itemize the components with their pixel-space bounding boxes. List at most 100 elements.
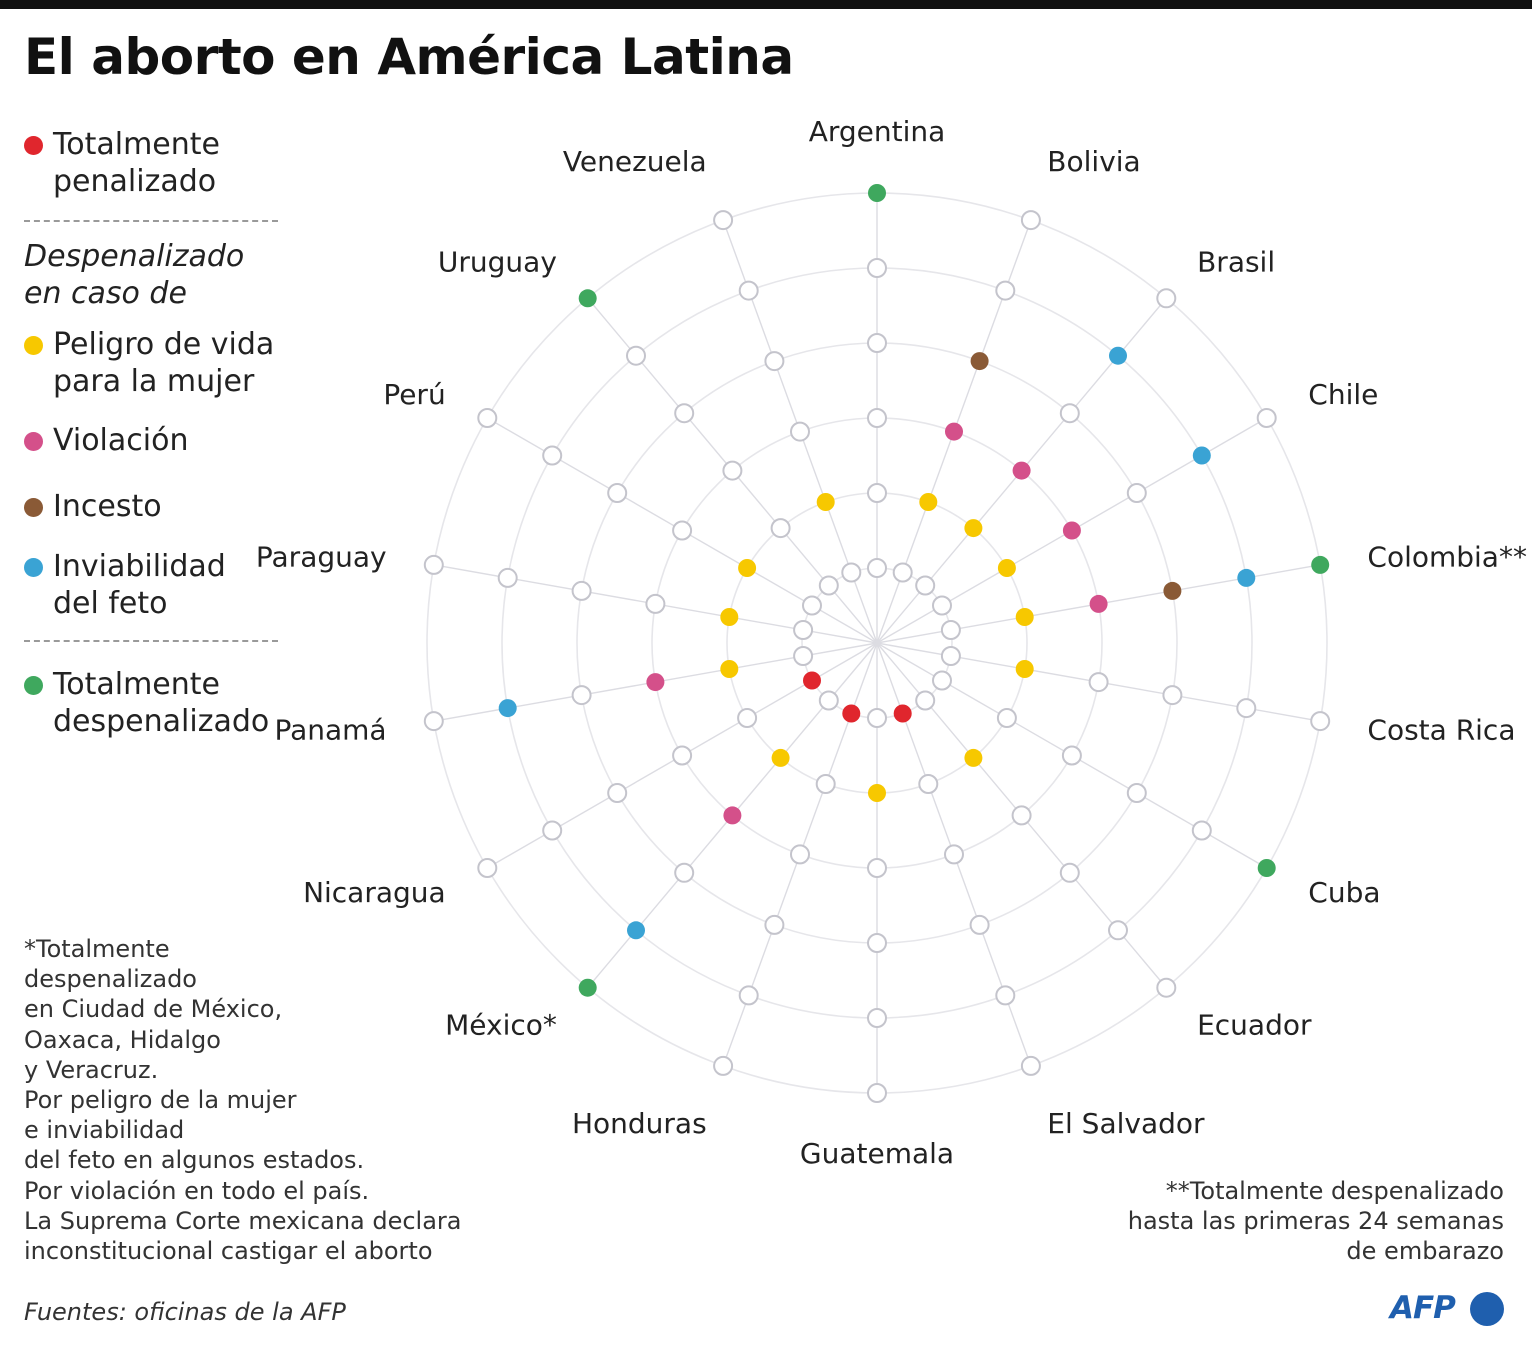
dot-9-1 <box>893 704 912 723</box>
dot-3-6 <box>1156 288 1177 309</box>
country-label-9: El Salvador <box>1047 1107 1205 1140</box>
dot-16-1 <box>802 595 822 616</box>
country-label-5: Colombia** <box>1367 541 1527 574</box>
dot-3-3 <box>1012 461 1031 480</box>
dot-18-1 <box>841 562 862 583</box>
legend-life-line2: para la mujer <box>53 364 255 399</box>
dot-17-4 <box>674 403 695 424</box>
dot-1-5 <box>867 258 887 278</box>
dot-14-6 <box>423 711 444 732</box>
legend-life-line1: Peligro de vida <box>53 327 275 362</box>
dot-13-4 <box>607 783 628 803</box>
dot-4-4 <box>1126 483 1147 503</box>
dot-12-6 <box>578 978 597 997</box>
dot-2-1 <box>892 562 913 583</box>
country-label-3: Brasil <box>1197 246 1275 279</box>
dot-3-4 <box>1059 403 1080 424</box>
dot-5-6 <box>1311 555 1330 574</box>
dot-15-4 <box>571 580 592 601</box>
legend-separator <box>24 220 278 222</box>
dot-9-3 <box>944 844 964 865</box>
dot-1-4 <box>867 333 887 353</box>
dot-2-5 <box>995 280 1016 301</box>
dot-11-4 <box>764 914 785 935</box>
dot-7-6 <box>1257 859 1276 877</box>
legend-dot-red <box>24 136 43 155</box>
dot-16-3 <box>672 520 693 541</box>
dot-11-6 <box>713 1055 734 1076</box>
source-note: Fuentes: oficinas de la AFP <box>24 1298 346 1326</box>
dot-13-3 <box>672 745 693 766</box>
country-label-12: México* <box>445 1009 557 1042</box>
legend-rape-label: Violación <box>53 423 189 458</box>
dot-14-1 <box>793 646 814 666</box>
dot-11-3 <box>790 844 810 865</box>
dot-4-5 <box>1192 446 1211 465</box>
dot-6-2 <box>1015 660 1034 678</box>
colombia-footnote: **Totalmente despenalizado hasta las pri… <box>1127 1177 1504 1266</box>
country-label-2: Bolivia <box>1047 145 1140 178</box>
dot-8-6 <box>1156 977 1177 998</box>
dot-15-5 <box>497 567 518 588</box>
dot-5-1 <box>940 620 961 640</box>
legend-decriminalized-line1: Totalmente <box>53 667 220 702</box>
dot-6-5 <box>1236 698 1257 719</box>
dot-13-1 <box>803 671 821 690</box>
dot-15-2 <box>720 608 739 626</box>
legend-heading-line1: Despenalizado <box>24 239 245 274</box>
legend-decriminalized-line2: despenalizado <box>53 704 270 739</box>
country-label-16: Perú <box>383 378 445 411</box>
dot-10-2 <box>868 784 886 802</box>
dot-17-6 <box>578 289 597 308</box>
dot-7-3 <box>1061 745 1082 766</box>
dot-2-4 <box>970 352 989 371</box>
legend-dot-brown <box>24 498 43 517</box>
dot-10-1 <box>867 708 887 728</box>
dot-17-1 <box>818 575 839 596</box>
legend-separator-2 <box>24 640 278 642</box>
dot-18-6 <box>713 210 734 231</box>
dot-17-5 <box>626 345 646 366</box>
legend-dot-green <box>24 676 43 695</box>
dot-3-5 <box>1109 346 1127 365</box>
dot-5-3 <box>1089 594 1108 613</box>
page-title: El aborto en América Latina <box>24 28 794 86</box>
dot-10-3 <box>867 858 887 878</box>
country-label-17: Uruguay <box>438 246 557 279</box>
legend-dot-pink <box>24 432 43 451</box>
dot-17-2 <box>770 518 791 539</box>
country-label-8: Ecuador <box>1197 1009 1312 1042</box>
dot-11-1 <box>842 704 861 723</box>
legend-incest-label: Incesto <box>53 489 162 524</box>
chart-labels: Argentina Bolivia Brasil Chile Colombia** Cos… <box>256 115 1527 1170</box>
dot-15-1 <box>793 620 814 640</box>
dot-5-2 <box>1015 608 1034 626</box>
dot-6-4 <box>1162 685 1183 706</box>
dot-12-2 <box>771 748 790 767</box>
dot-12-4 <box>674 862 695 883</box>
country-label-10: Guatemala <box>800 1137 954 1170</box>
dot-9-5 <box>995 985 1016 1006</box>
dot-18-3 <box>790 421 810 442</box>
dot-16-4 <box>607 483 628 503</box>
dot-17-3 <box>722 460 743 481</box>
dot-13-2 <box>737 708 758 728</box>
dot-2-2 <box>919 493 938 511</box>
dot-16-2 <box>738 559 757 577</box>
dot-15-6 <box>423 554 444 575</box>
country-label-7: Cuba <box>1308 876 1380 909</box>
dot-14-2 <box>720 660 739 678</box>
dot-9-4 <box>969 914 990 935</box>
country-label-14: Panamá <box>274 714 386 747</box>
legend-inviable-line1: Inviabilidad <box>53 549 226 584</box>
afp-logo-circle <box>1470 1292 1504 1326</box>
dot-4-1 <box>932 595 952 616</box>
dot-13-5 <box>542 820 563 841</box>
dot-8-1 <box>915 690 936 711</box>
chart-spokes <box>433 193 1321 1093</box>
top-bar <box>0 0 1532 9</box>
dot-13-6 <box>477 858 498 878</box>
dot-16-5 <box>542 445 563 466</box>
dot-6-1 <box>940 646 961 666</box>
